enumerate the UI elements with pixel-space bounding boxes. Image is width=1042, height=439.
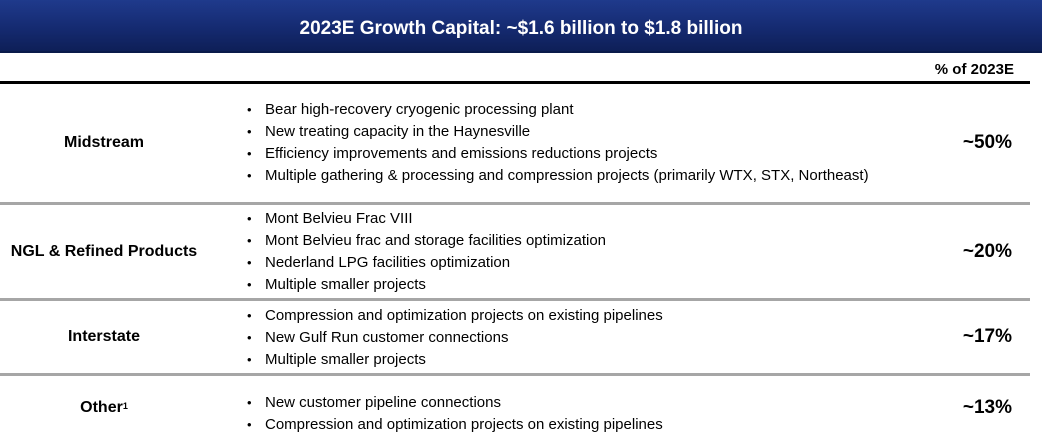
list-item: Compression and optimization projects on… [247, 305, 663, 327]
bullet-list: Mont Belvieu Frac VIII Mont Belvieu frac… [247, 208, 606, 296]
header-rule [0, 81, 1030, 84]
percent-value: ~17% [962, 326, 1012, 347]
row-divider [0, 373, 1030, 376]
list-item: New Gulf Run customer connections [247, 327, 663, 349]
bullet-list: Compression and optimization projects on… [247, 305, 663, 371]
list-item: Nederland LPG facilities optimization [247, 252, 606, 274]
category-label: Midstream [63, 134, 145, 151]
list-item: Efficiency improvements and emissions re… [247, 143, 869, 165]
row-midstream: Midstream Bear high-recovery cryogenic p… [0, 84, 1030, 202]
list-item: Mont Belvieu Frac VIII [247, 208, 606, 230]
list-item: Bear high-recovery cryogenic processing … [247, 99, 869, 121]
percent-value: ~50% [962, 132, 1012, 153]
row-divider [0, 202, 1030, 205]
row-divider [0, 298, 1030, 301]
row-ngl-refined-products: NGL & Refined Products Mont Belvieu Frac… [0, 205, 1030, 298]
bullet-list: Bear high-recovery cryogenic processing … [247, 99, 869, 187]
list-item: New treating capacity in the Haynesville [247, 121, 869, 143]
percent-value: ~20% [962, 240, 1012, 262]
banner-title: 2023E Growth Capital: ~$1.6 billion to $… [299, 17, 743, 39]
list-item: Multiple gathering & processing and comp… [247, 165, 869, 187]
category-label: NGL & Refined Products [10, 242, 198, 260]
percent-value: ~13% [962, 396, 1012, 418]
footnote-marker: 1 [122, 400, 128, 411]
category-text: Other [80, 398, 123, 416]
category-label: Interstate [67, 328, 141, 345]
list-item: Multiple smaller projects [247, 349, 663, 371]
list-item: Compression and optimization projects on… [247, 414, 663, 436]
list-item: Multiple smaller projects [247, 274, 606, 296]
list-item: Mont Belvieu frac and storage facilities… [247, 230, 606, 252]
row-interstate: Interstate Compression and optimization … [0, 301, 1030, 373]
category-label: Other 1 [0, 376, 208, 439]
bullet-list: New customer pipeline connections Compre… [247, 392, 663, 436]
percent-column-header: % of 2023E [934, 61, 1014, 78]
title-banner: 2023E Growth Capital: ~$1.6 billion to $… [0, 0, 1042, 53]
list-item: New customer pipeline connections [247, 392, 663, 414]
